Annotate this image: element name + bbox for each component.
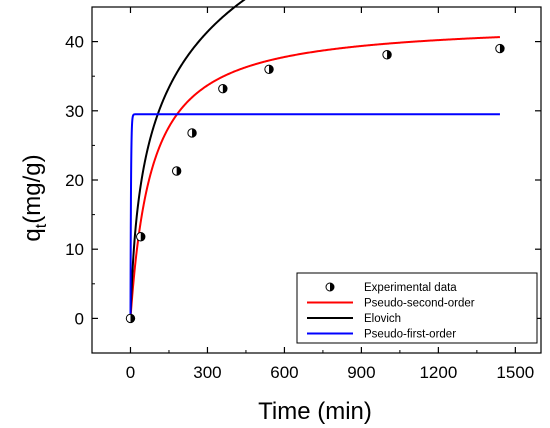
data-point (171, 166, 182, 176)
x-tick-label: 600 (270, 363, 298, 382)
data-point (136, 232, 146, 242)
legend: Experimental data Pseudo-second-order Elov… (296, 272, 538, 344)
data-point (125, 313, 136, 324)
curve-elovich (129, 0, 246, 319)
y-tick-label: 40 (65, 33, 84, 52)
model-curves (129, 0, 500, 319)
x-axis-label: Time (min) (258, 398, 372, 425)
data-point (187, 128, 197, 138)
experimental-points (125, 43, 505, 324)
legend-entry-label: Pseudo-first-order (364, 329, 456, 341)
x-tick-label: 0 (126, 363, 135, 382)
data-point (382, 50, 392, 60)
x-tick-label: 1500 (496, 363, 534, 382)
curve-pso (129, 36, 500, 319)
legend-entry-label: Elovich (364, 313, 401, 325)
y-axis-label-unit: (mg/g) (19, 154, 46, 223)
x-tick-label: 900 (347, 363, 375, 382)
y-tick-label: 10 (65, 240, 84, 259)
data-point (495, 43, 505, 54)
curve-pfo (129, 113, 500, 319)
x-tick-label: 1200 (419, 363, 457, 382)
legend-entry-label: Pseudo-second-order (364, 298, 475, 310)
y-tick-label: 20 (65, 171, 84, 190)
data-point (264, 64, 274, 74)
y-axis-label: qt(mg/g) (19, 154, 50, 241)
y-tick-label: 0 (75, 309, 84, 328)
legend-marker-experimental (325, 282, 335, 292)
y-tick-label: 30 (65, 102, 84, 121)
x-tick-label: 300 (193, 363, 221, 382)
data-point (218, 83, 228, 94)
legend-entry-label: Experimental data (364, 282, 457, 294)
legend-box (296, 272, 538, 344)
y-axis-label-sub: t (33, 223, 50, 228)
y-axis-label-main: q (19, 228, 46, 241)
axes: 0 300 600 900 1200 1500 0 10 20 30 40 (65, 6, 542, 382)
